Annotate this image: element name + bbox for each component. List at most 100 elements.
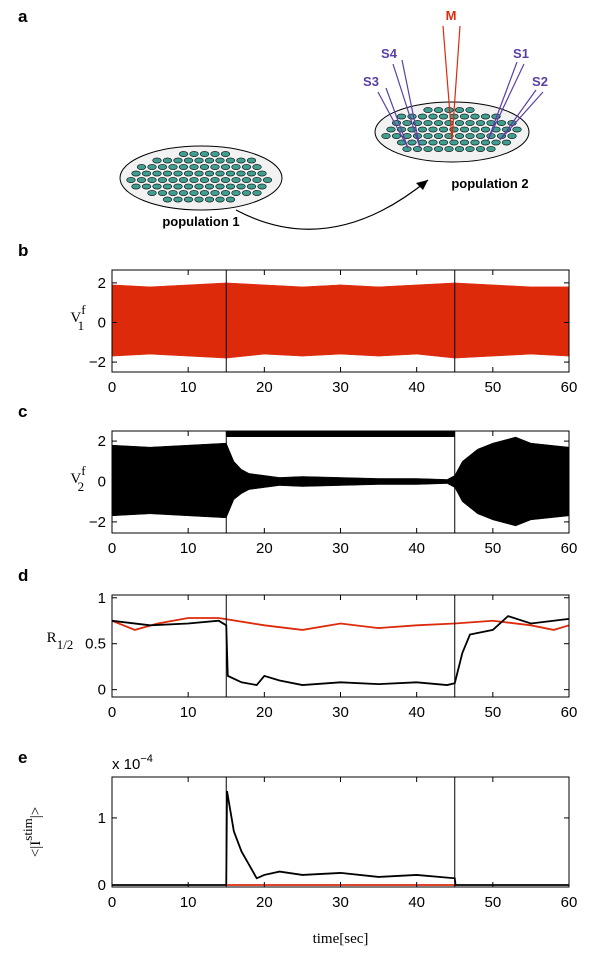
y-tick-label: −2 [89, 354, 106, 371]
neuron [236, 157, 246, 164]
neuron [391, 133, 402, 139]
neuron [204, 170, 215, 177]
arrow [235, 179, 429, 230]
neuron [204, 183, 215, 190]
neuron [454, 146, 465, 152]
y-label-base: V [70, 471, 81, 487]
electrodes [377, 25, 544, 149]
neuron [449, 139, 459, 146]
electrode-label: S4 [381, 46, 398, 61]
neuron [407, 139, 417, 146]
x-tick-label: 30 [332, 379, 349, 396]
panel-letter: e [18, 748, 27, 767]
neuron [225, 183, 236, 190]
x-tick-label: 20 [256, 704, 273, 721]
neuron [199, 164, 210, 170]
neuron [512, 126, 522, 133]
x-tick-label: 60 [561, 540, 578, 557]
y-axis-label: R1/2 [47, 630, 74, 652]
neuron [162, 183, 173, 190]
y-tick-label: 0 [98, 877, 106, 894]
x-axis-label: time[sec] [313, 931, 369, 947]
neuron [507, 133, 517, 139]
y-axis-label: Vf 2 [70, 463, 86, 494]
panel-letter: b [18, 241, 28, 260]
neuron [126, 177, 136, 183]
neuron [252, 164, 262, 170]
neuron [433, 107, 444, 113]
neuron [173, 170, 183, 177]
neuron [215, 157, 225, 164]
y-tick-label: −2 [89, 514, 106, 531]
neuron [173, 196, 183, 203]
x-tick-label: 40 [408, 704, 425, 721]
neuron [204, 157, 215, 164]
neuron [454, 120, 465, 126]
neuron [428, 113, 438, 120]
neuron [189, 151, 199, 157]
x-tick-label: 0 [108, 894, 116, 911]
electrode-s1 [487, 61, 525, 141]
x-tick-label: 40 [408, 894, 425, 911]
series-line [111, 615, 570, 687]
neuron [215, 170, 225, 177]
neuron [157, 177, 168, 183]
y-axis-label: <|Istim|> [20, 807, 44, 857]
neuron [459, 113, 470, 120]
neuron [231, 164, 241, 170]
neuron [194, 183, 204, 190]
x-tick-label: 20 [256, 540, 273, 557]
neuron [147, 164, 157, 170]
neuron [475, 146, 486, 152]
x-tick-label: 20 [256, 379, 273, 396]
x-tick-label: 50 [484, 540, 501, 557]
neuron [475, 120, 486, 126]
neuron [386, 126, 396, 133]
neuron [501, 139, 512, 146]
neuron [459, 126, 470, 133]
neuron [215, 196, 225, 203]
neuron [433, 120, 444, 126]
neuron [465, 107, 475, 113]
x-tick-label: 0 [108, 379, 116, 396]
y-label-sub: 2 [78, 479, 85, 494]
neuron [262, 177, 273, 183]
multiplier-exp: −4 [140, 753, 153, 765]
neuron [480, 126, 491, 133]
neuron [438, 139, 449, 146]
neuron [141, 170, 152, 177]
neuron [470, 126, 480, 133]
neuron [152, 157, 162, 164]
axes-frame [111, 776, 570, 888]
electrode-s2 [499, 89, 544, 141]
neuron [162, 170, 173, 177]
neuron [152, 183, 162, 190]
electrode-label: S2 [532, 74, 548, 89]
neuron [417, 113, 428, 120]
panel-letter: d [18, 566, 28, 585]
y-label-sub: 1 [78, 318, 85, 333]
y-label-sub: 1/2 [57, 637, 74, 652]
neuron [486, 146, 496, 152]
neuron [246, 157, 257, 164]
neuron [486, 120, 496, 126]
multiplier-base: x 10 [112, 756, 140, 773]
neuron [438, 113, 449, 120]
neuron [475, 133, 486, 139]
neuron [412, 146, 423, 152]
electrode-label: M [446, 8, 457, 23]
neuron [241, 177, 252, 183]
electrode-label: S1 [513, 46, 529, 61]
neuron [220, 164, 231, 170]
neuron [210, 151, 220, 157]
neuron [194, 170, 204, 177]
y-tick-label: 0 [98, 682, 106, 699]
neuron [236, 170, 246, 177]
neuron [423, 107, 433, 113]
y-tick-label: 2 [98, 275, 106, 292]
neuron [423, 120, 433, 126]
x-tick-label: 0 [108, 540, 116, 557]
neuron [225, 157, 236, 164]
